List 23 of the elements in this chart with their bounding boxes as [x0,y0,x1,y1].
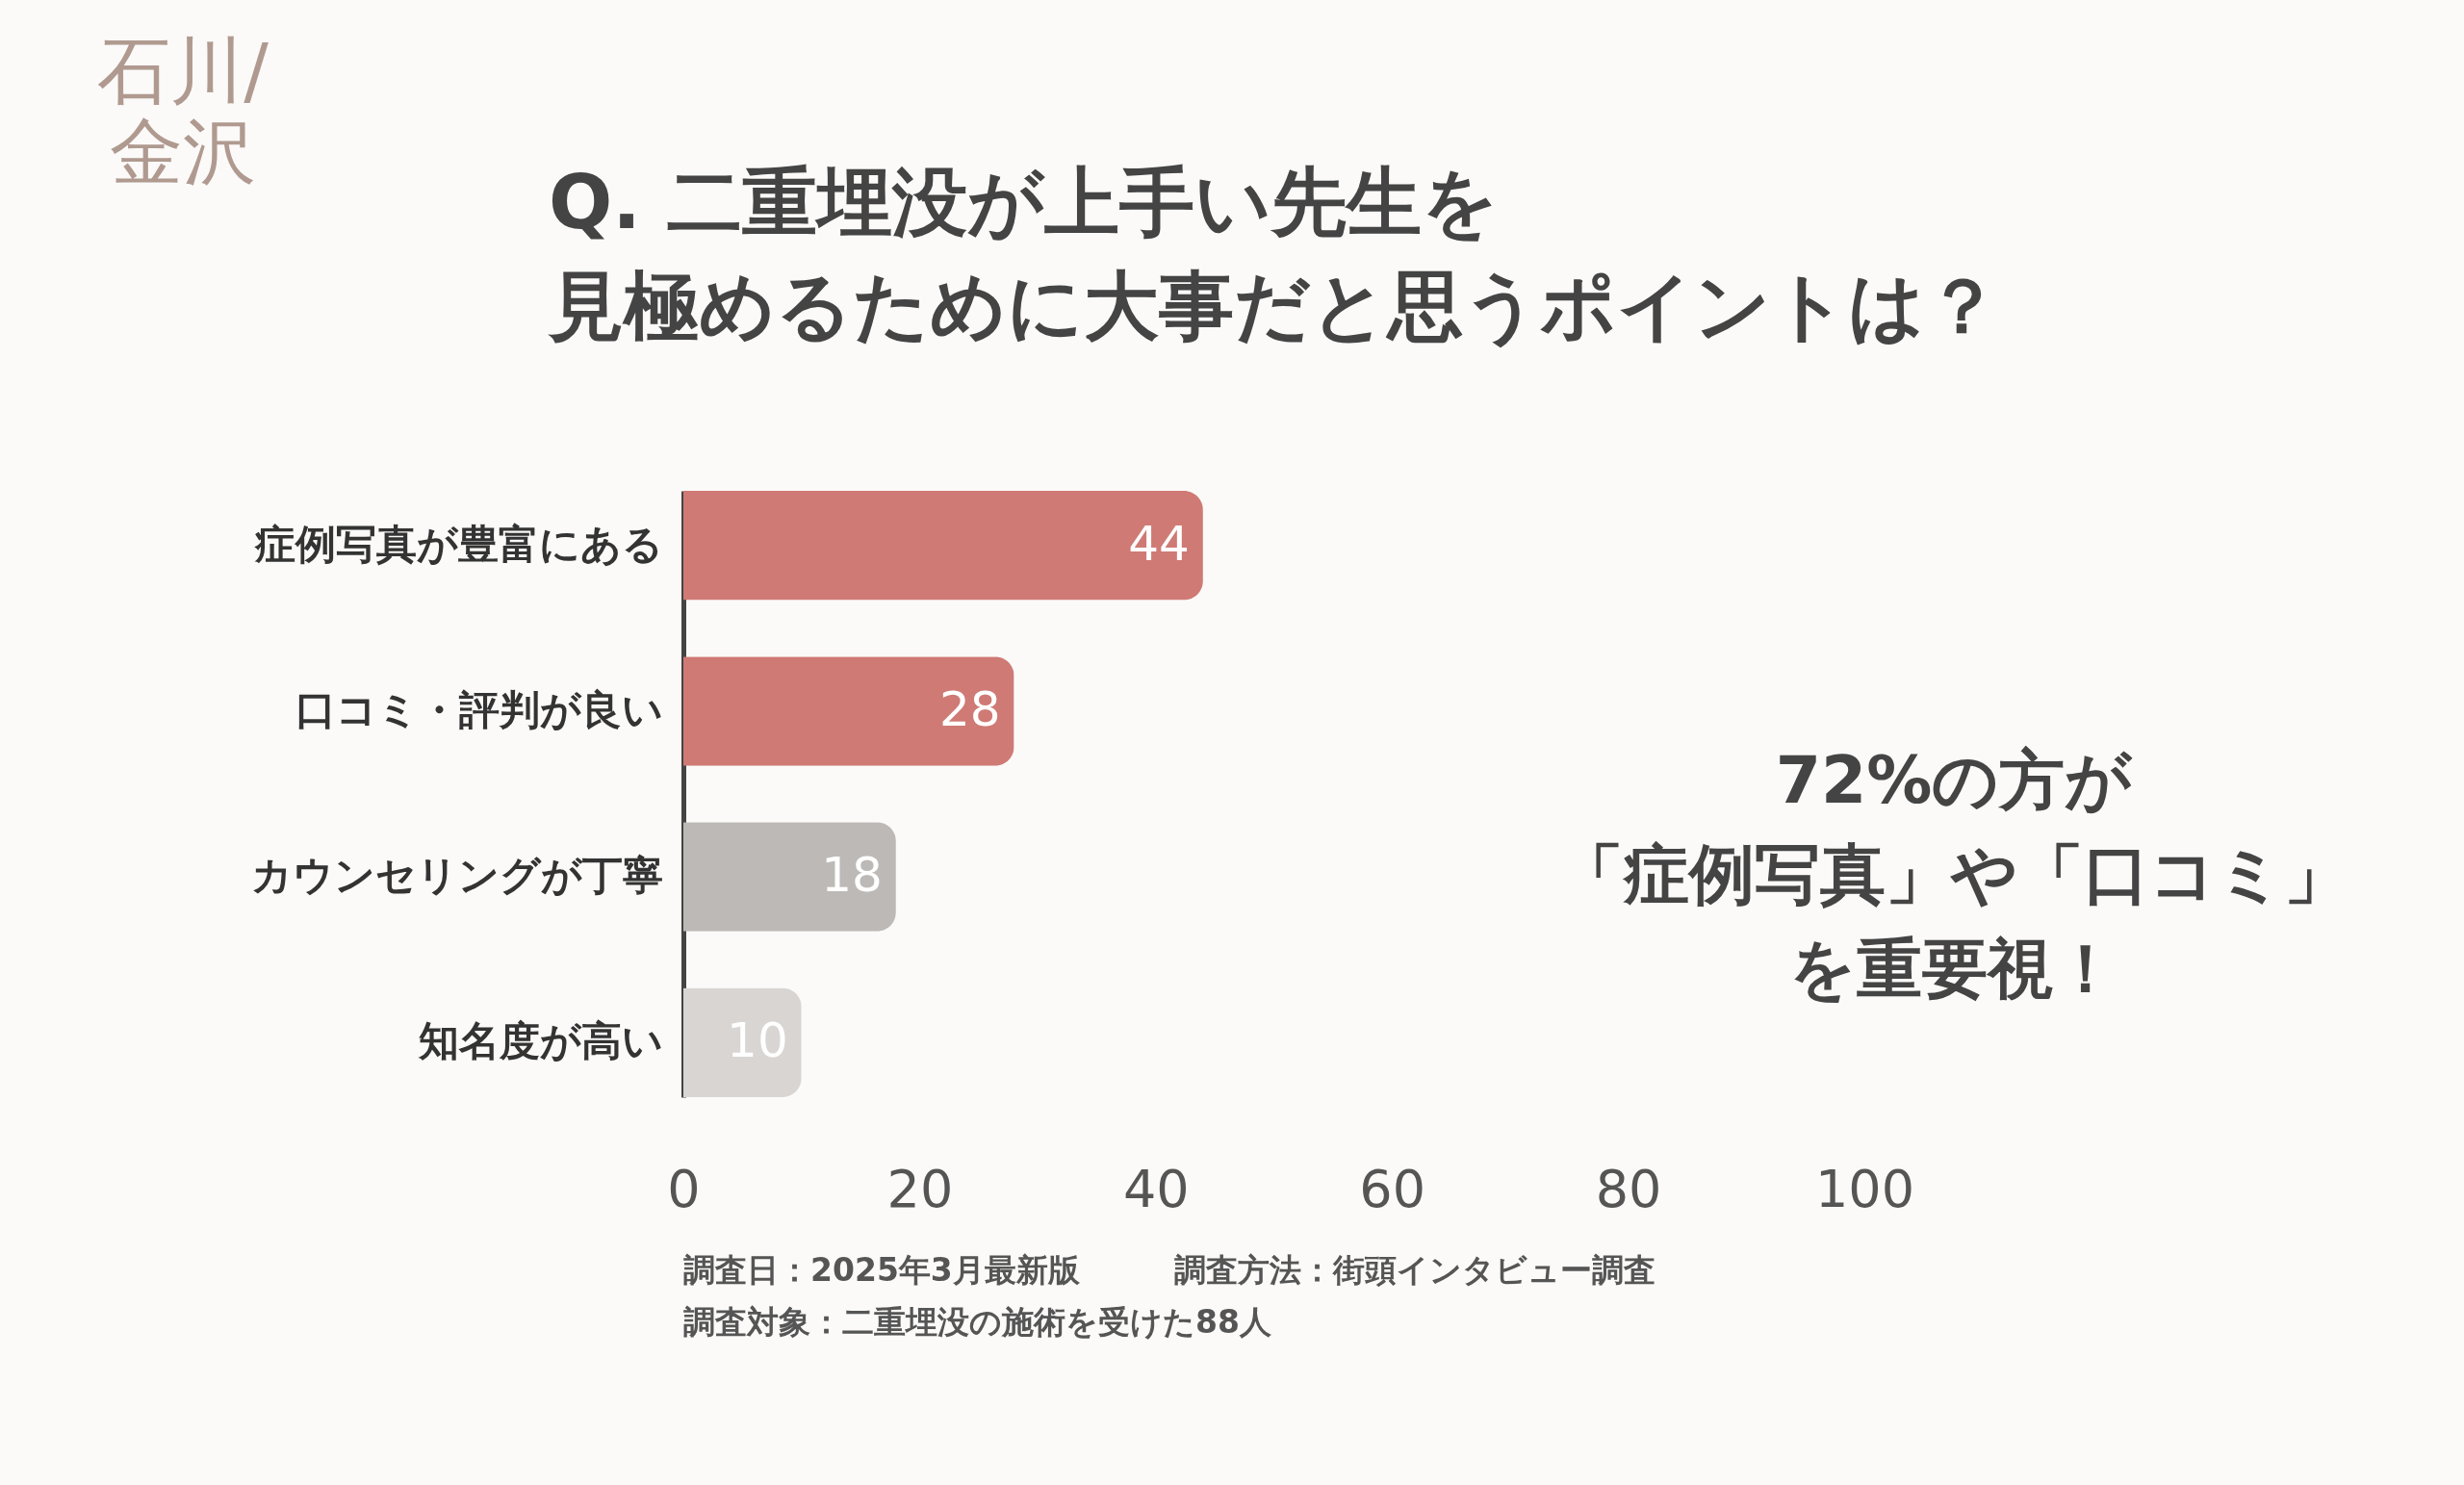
x-tick-label: 60 [1359,1158,1426,1219]
x-tick-label: 40 [1122,1158,1190,1219]
bar [683,987,802,1097]
chart-title: Q. 二重埋没が上手い先生を見極めるために大事だと思うポイントは？ [548,159,2000,349]
y-tick-label: カウンセリングが丁寧 [250,852,663,900]
text: 石川/金沢 [97,28,270,194]
x-tick-label: 100 [1814,1158,1915,1219]
text: 調査日：2025年3月最新版 [683,1251,1081,1289]
data-label: 44 [1128,515,1190,572]
text: 調査対象：二重埋没の施術を受けた88人 [683,1303,1272,1341]
y-tick-label: 口コミ・評判が良い [295,685,663,733]
annotation: 72%の方が「症例写真」や「口コミ」を重要視！ [1558,742,2349,1007]
bar [683,822,896,932]
x-tick-label: 20 [886,1158,954,1219]
text: 調査方法：街頭インタビュー調査 [1174,1251,1656,1289]
data-label: 18 [821,847,883,904]
bar [683,656,1014,766]
y-tick-label: 症例写真が豊富にある [253,520,663,568]
x-tick-label: 0 [667,1158,701,1219]
bar [683,491,1203,601]
data-label: 28 [938,680,1001,737]
y-tick-label: 知名度が高い [417,1017,663,1065]
x-tick-label: 80 [1595,1158,1662,1219]
